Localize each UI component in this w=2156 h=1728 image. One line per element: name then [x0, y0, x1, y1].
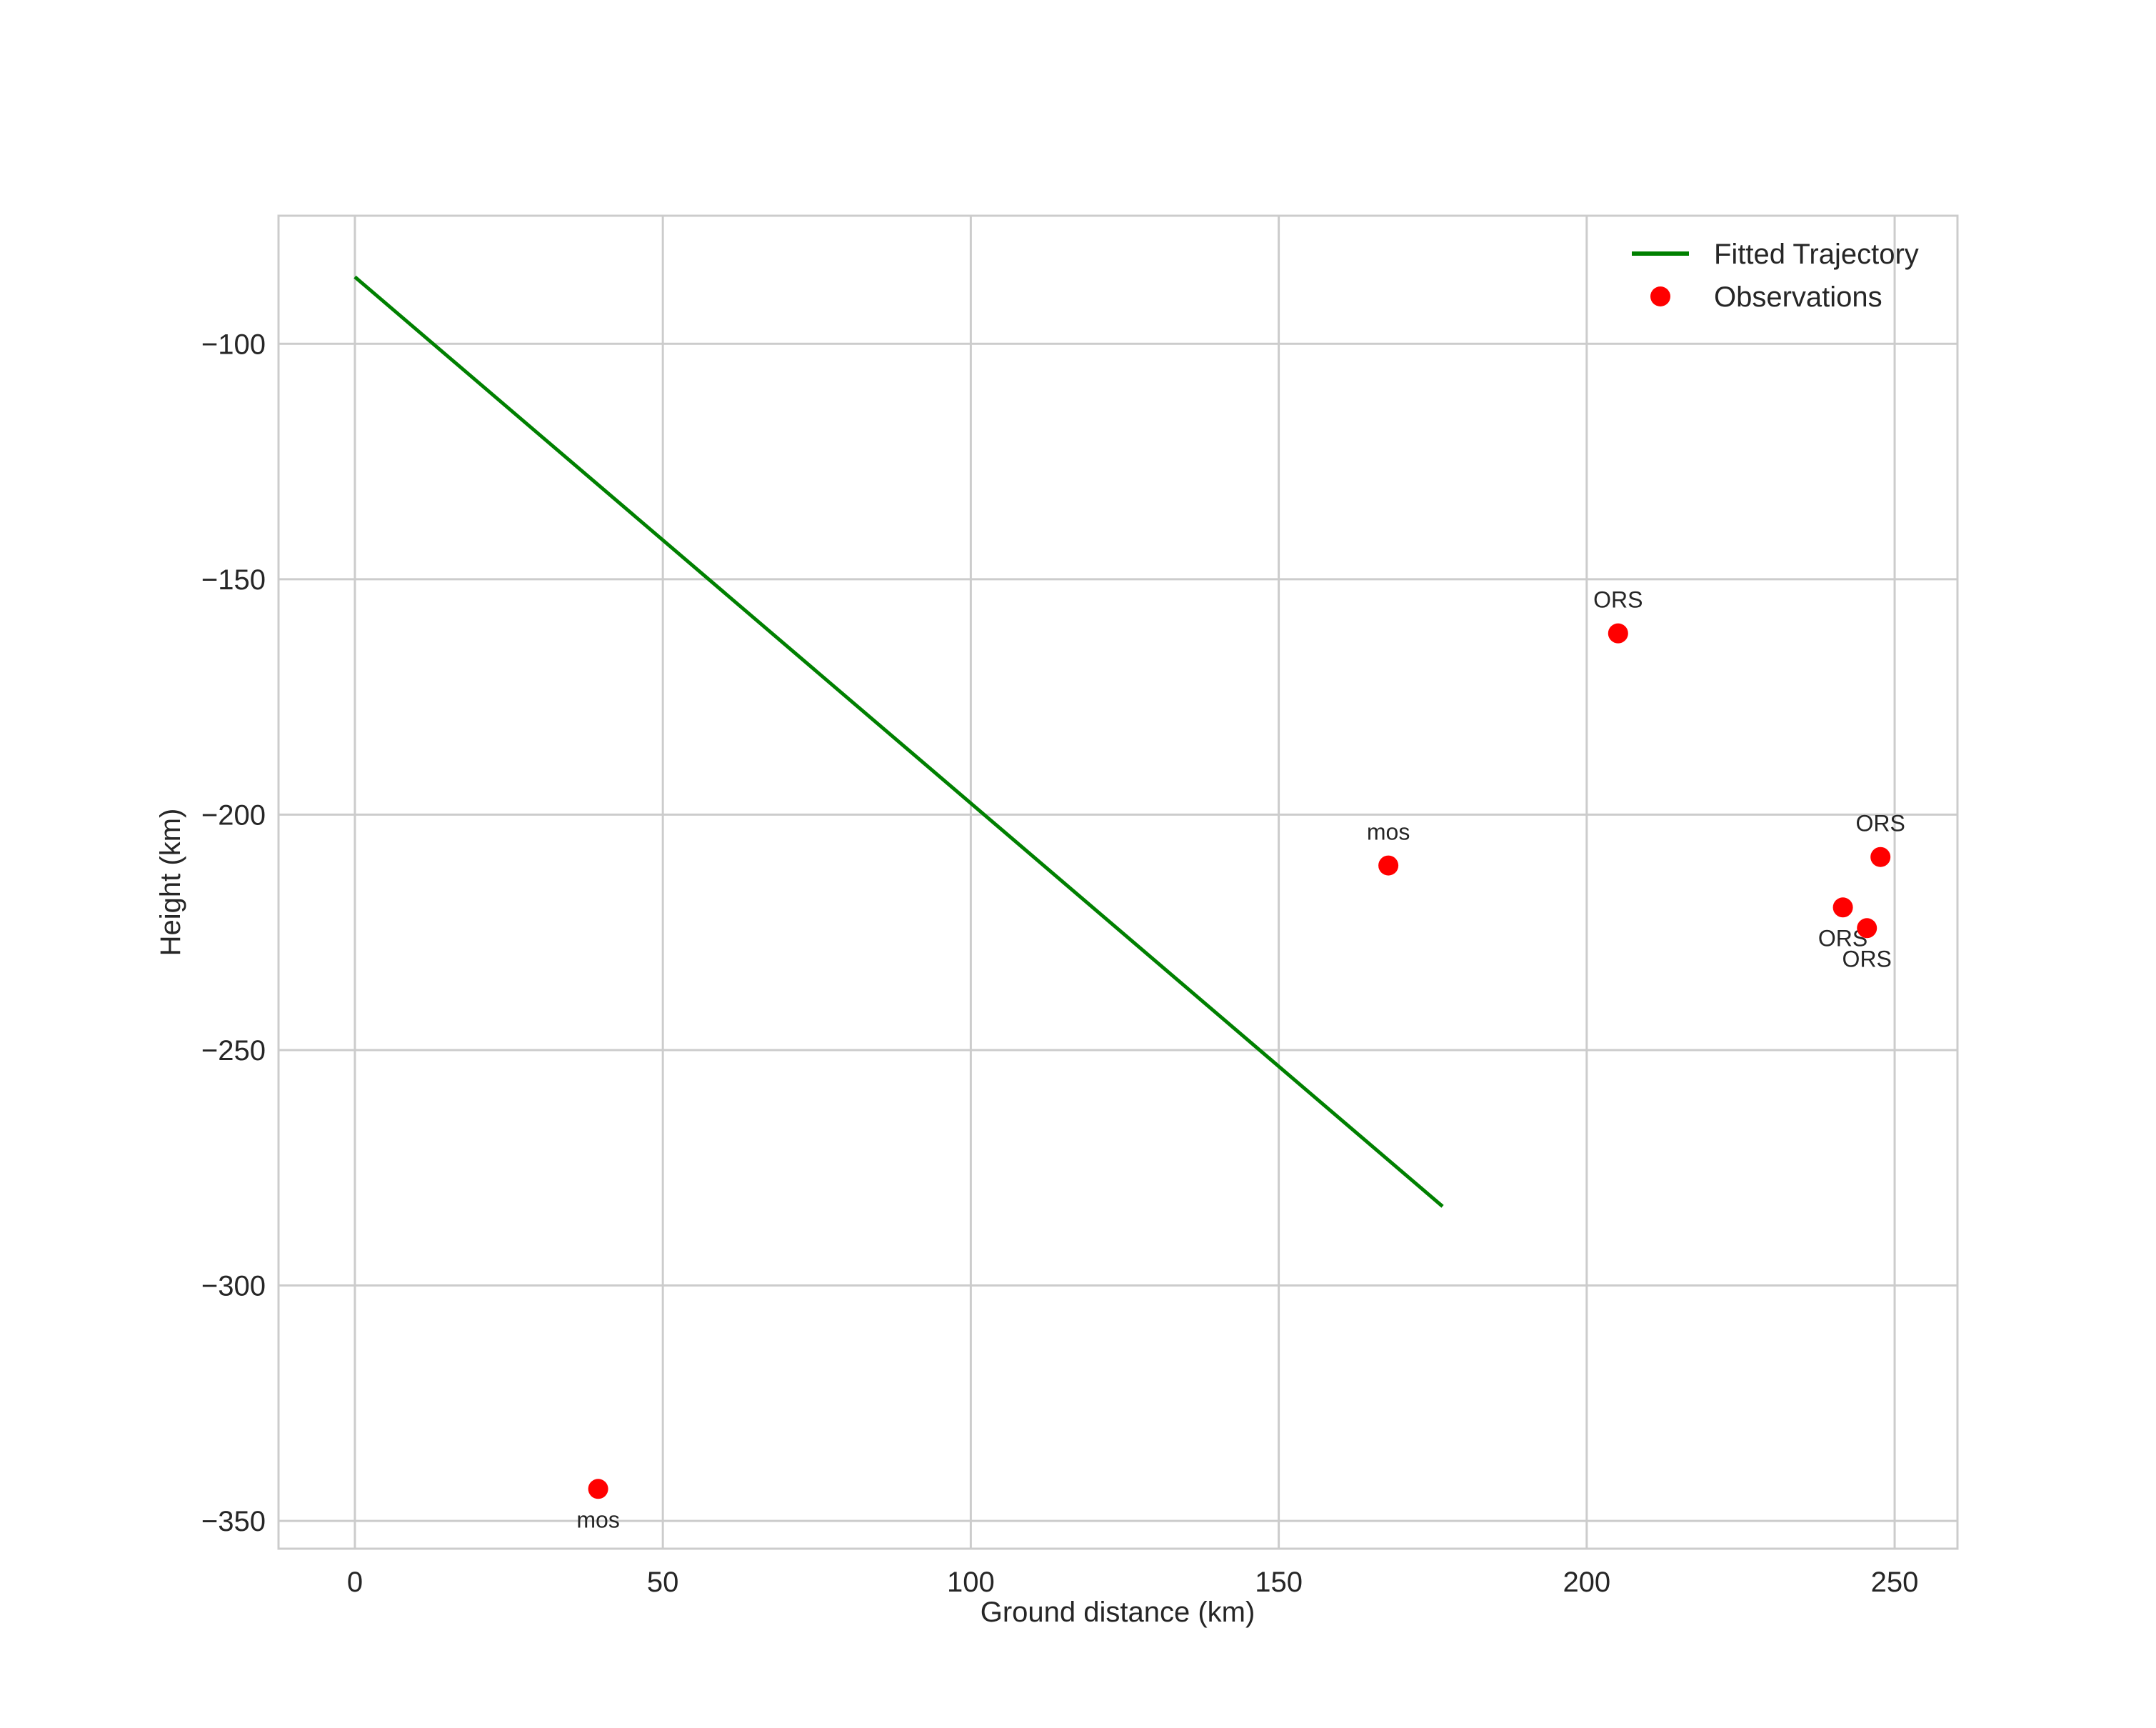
fitted-trajectory-line [354, 275, 1444, 1208]
legend-label-observations: Observations [1714, 281, 1882, 313]
y-axis-label: Height (km) [155, 809, 186, 957]
x-tick-label: 100 [947, 1567, 995, 1598]
observation-label: mos [1367, 819, 1410, 845]
x-axis-label: Ground distance (km) [981, 1597, 1255, 1628]
observation-point [1832, 897, 1853, 918]
x-tick-label: 0 [347, 1567, 363, 1598]
legend: Fitted Trajectory Observations [1632, 239, 1919, 313]
y-tick-label: −100 [201, 329, 266, 360]
observation-label: mos [576, 1507, 619, 1532]
observation-label: ORS [1856, 811, 1905, 836]
grid [279, 216, 1957, 1549]
x-tick-label: 50 [647, 1567, 679, 1598]
y-tick-label: −350 [201, 1506, 266, 1537]
y-tick-label: −200 [201, 799, 266, 831]
y-tick-label: −300 [201, 1271, 266, 1302]
x-tick-label: 150 [1255, 1567, 1303, 1598]
observation-point [1857, 918, 1877, 939]
observation-label: ORS [1593, 587, 1643, 613]
observation-point [1378, 855, 1399, 876]
x-tick-label: 200 [1563, 1567, 1610, 1598]
y-tick-label: −250 [201, 1035, 266, 1067]
x-tick-label: 250 [1871, 1567, 1919, 1598]
observation-label: ORS [1842, 946, 1892, 972]
legend-marker-observations [1650, 286, 1670, 306]
y-tick-label: −150 [201, 564, 266, 596]
legend-label-fitted-trajectory: Fitted Trajectory [1714, 239, 1919, 270]
plot-frame [277, 214, 1959, 1550]
observation-point [1870, 846, 1891, 867]
observation-point [588, 1479, 608, 1499]
ticks: 0 50 100 150 200 250 −100 −150 −200 −250 −300 −350 [201, 329, 1919, 1598]
observation-point [1608, 623, 1628, 644]
